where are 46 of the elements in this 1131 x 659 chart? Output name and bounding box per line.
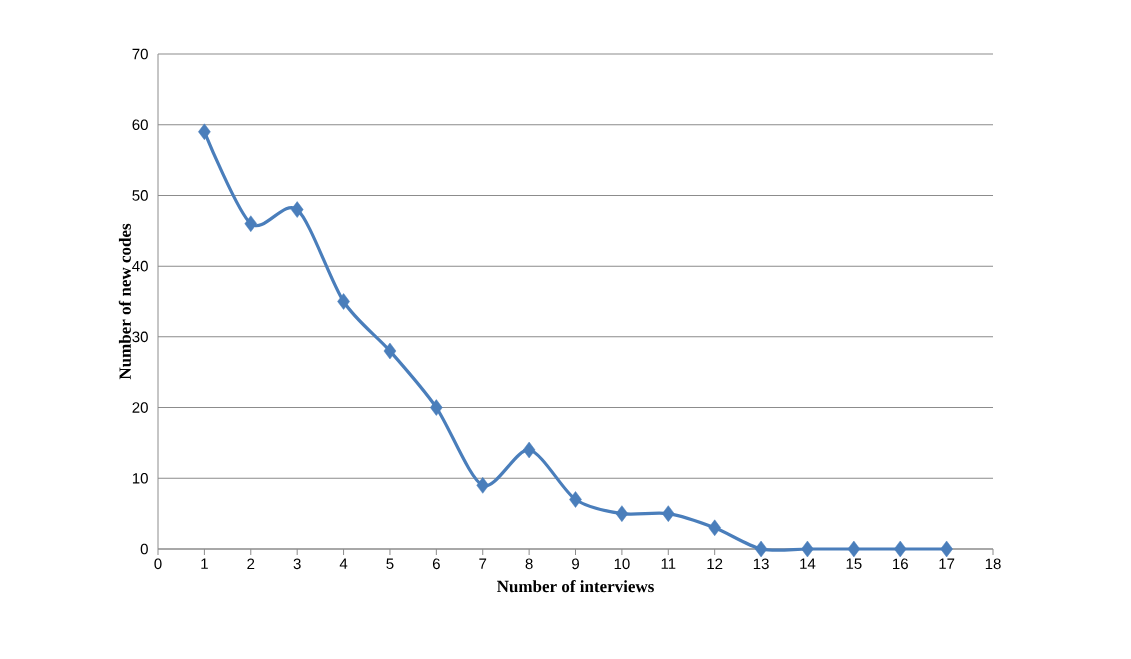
x-axis-title: Number of interviews xyxy=(496,580,654,593)
y-tick-label: 50 xyxy=(132,190,148,201)
point xyxy=(430,399,443,416)
x-tick-label: 1 xyxy=(201,558,208,569)
y-tick-label: 30 xyxy=(132,331,148,343)
y-tick-label: 0 xyxy=(140,543,148,555)
point xyxy=(847,540,861,558)
x-tick-label: 18 xyxy=(985,558,1001,570)
x-tick-label: 15 xyxy=(846,558,862,569)
y-tick-label: 60 xyxy=(132,119,148,131)
point xyxy=(940,540,953,558)
y-tick-label: 20 xyxy=(132,402,148,413)
x-tick-label: 11 xyxy=(661,558,676,569)
point xyxy=(801,540,814,558)
x-tick-label: 14 xyxy=(800,558,816,569)
point xyxy=(290,201,304,218)
x-tick-label: 3 xyxy=(293,558,301,570)
x-tick-label: 0 xyxy=(154,558,162,570)
x-tick-label: 8 xyxy=(525,558,533,570)
point xyxy=(244,215,258,232)
point xyxy=(662,505,675,522)
x-tick-label: 6 xyxy=(432,558,440,570)
point xyxy=(569,491,582,508)
point xyxy=(893,540,907,558)
y-tick-label: 10 xyxy=(132,472,148,484)
point xyxy=(383,342,397,360)
x-tick-label: 4 xyxy=(339,558,348,569)
x-tick-label: 9 xyxy=(572,558,579,570)
x-tick-label: 17 xyxy=(939,558,955,569)
point xyxy=(198,123,211,141)
point xyxy=(615,505,629,522)
point xyxy=(476,477,489,494)
y-tick-label: 70 xyxy=(132,48,148,60)
x-tick-label: 10 xyxy=(614,558,630,570)
point xyxy=(754,540,768,558)
x-tick-label: 2 xyxy=(247,558,255,570)
x-tick-label: 16 xyxy=(893,558,908,570)
y-tick-label: 40 xyxy=(132,260,148,272)
x-tick-label: 12 xyxy=(707,558,723,570)
y-axis-title: Number of new codes xyxy=(118,223,131,380)
point xyxy=(708,519,721,537)
x-tick-label: 13 xyxy=(753,558,769,570)
point xyxy=(522,441,536,459)
x-tick-label: 7 xyxy=(479,558,487,569)
x-tick-label: 5 xyxy=(386,558,394,569)
point xyxy=(337,293,350,310)
